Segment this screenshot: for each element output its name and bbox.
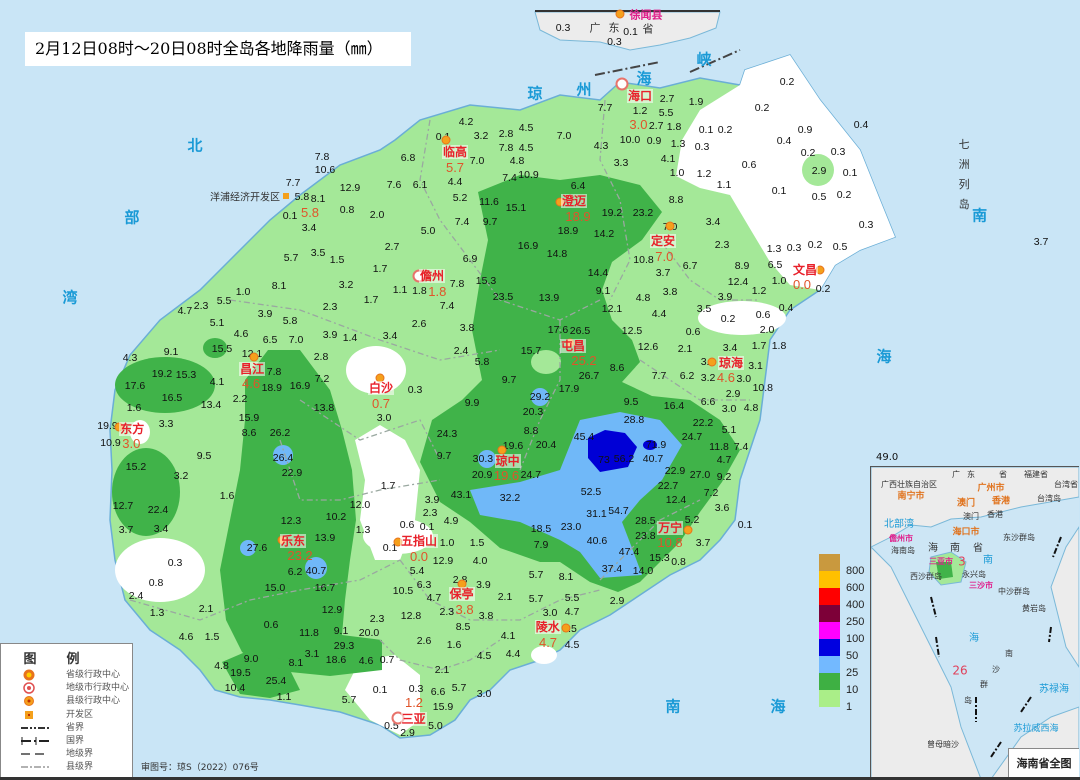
scale-label: 50: [846, 650, 859, 662]
scale-label: 10: [846, 684, 859, 696]
rain-area-light: [802, 154, 834, 186]
inset-city: 三亚市: [929, 557, 953, 566]
approval-number: 审图号：琼S（2022）076号: [141, 763, 259, 773]
map-title: 2月12日08时～20日08时全岛各地降雨量（㎜）: [25, 32, 411, 66]
scale-swatch: [819, 554, 840, 571]
inset-region: 岛: [964, 696, 972, 705]
inset-city: 澳门: [956, 498, 976, 509]
inset-value: 26: [952, 663, 968, 678]
scale-label: 100: [846, 633, 865, 645]
inset-region: 澳门: [963, 512, 979, 521]
inset-city: 广州市: [977, 483, 1005, 494]
inset-region: 省: [973, 542, 983, 554]
inset-sea: 苏拉威西海: [1013, 724, 1059, 734]
color-scale: 800 600 400 250 100 50 25 10 1: [819, 554, 864, 713]
legend-item: 国界: [1, 735, 134, 747]
inset-sea: 南: [983, 555, 993, 567]
inset-title: 海南省全图: [1008, 748, 1079, 779]
long-dash-line: [21, 748, 49, 760]
inset-city: 香港: [991, 496, 1011, 507]
inset-region: 海南岛: [891, 546, 915, 555]
inset-region: 南: [950, 542, 960, 554]
rain-50-100-areas: [588, 430, 657, 472]
legend-item: 地级界: [1, 748, 134, 760]
scale-swatch: [819, 571, 840, 588]
legend-item: 开发区: [1, 709, 134, 721]
legend-item: 县级行政中心: [1, 695, 134, 707]
inset-sea: 北部湾: [884, 519, 914, 530]
square-dot-icon: [21, 709, 49, 721]
inset-city: 南宁市: [897, 491, 925, 502]
inset-region: 福建省: [1024, 470, 1048, 479]
inset-region: 群: [980, 680, 988, 689]
legend-label: 县级界: [66, 762, 94, 773]
inset-region: 东: [967, 470, 975, 479]
scale-label: 25: [846, 667, 859, 679]
scale-swatch: [819, 622, 840, 639]
scale-label: 250: [846, 616, 865, 628]
scale-label: 1: [846, 701, 853, 713]
legend-label: 省界: [66, 722, 85, 733]
province-boundary: [594, 49, 741, 76]
scale-swatch: [819, 656, 840, 673]
dash-dot-dot-line: [21, 722, 49, 734]
inset-region: 台湾岛: [1037, 494, 1061, 503]
legend-item: 县级界: [1, 761, 134, 773]
scale-label: 400: [846, 599, 865, 611]
legend-label: 地级市行政中心: [66, 683, 130, 694]
scale-label: 800: [846, 565, 865, 577]
tick-dash-line: [21, 735, 49, 747]
bottom-border: [0, 777, 1080, 780]
scale-swatch: [819, 673, 840, 690]
inset-region: 曾母暗沙: [927, 740, 959, 749]
inset-sea: 海: [969, 633, 979, 644]
inset-region: 沙: [992, 665, 1000, 674]
legend-label: 省级行政中心: [66, 670, 121, 680]
legend: 图例 省级行政中心 地级市行政中心 县级行政中心 开发区省界国界地级界县级界: [0, 643, 133, 778]
station-value: 49.0: [876, 452, 899, 463]
scale-label: 600: [846, 582, 865, 594]
legend-item: 省级行政中心: [1, 669, 134, 681]
scale-swatch: [819, 588, 840, 605]
legend-item: 省界: [1, 722, 134, 734]
inset-city: 儋州市: [889, 534, 913, 543]
dot-circle-icon: [21, 695, 49, 707]
inset-value: 3: [958, 554, 966, 569]
inset-region: 广: [952, 470, 960, 479]
inset-region: 香港: [987, 510, 1003, 519]
rain-area-light: [531, 350, 561, 374]
inset-region: 东沙群岛: [1003, 533, 1035, 542]
county-boundaries: [129, 99, 760, 671]
inset-region: 西沙群岛: [910, 572, 942, 581]
inset-region: 省: [999, 470, 1007, 479]
legend-label: 开发区: [66, 709, 94, 720]
inset-region: 台湾省: [1054, 480, 1078, 489]
scale-swatch: [819, 690, 840, 707]
inset-region: 海: [928, 543, 938, 554]
inset-region: 黄岩岛: [1022, 604, 1046, 613]
scale-swatch: [819, 605, 840, 622]
inset-map: 广西壮族自治区 广 东 省 福建省 台湾省 台湾岛 香港 澳门 海南岛 海 南 …: [870, 466, 1079, 779]
guangdong-land: [534, 11, 721, 51]
legend-label: 地级界: [66, 749, 94, 760]
legend-item: 地级市行政中心: [1, 682, 134, 694]
scale-swatch: [819, 639, 840, 656]
inset-region: 永兴岛: [962, 569, 986, 579]
inset-sea: 苏禄海: [1039, 684, 1069, 695]
inset-city: 海口市: [952, 527, 980, 538]
legend-label: 国界: [66, 736, 85, 746]
inset-region: 广西壮族自治区: [881, 480, 937, 489]
double-circle-icon: [21, 682, 49, 694]
inset-region: 中沙群岛: [998, 587, 1030, 596]
legend-title: 图例: [23, 652, 110, 667]
inset-city: 三沙市: [969, 581, 993, 591]
no-rain-areas: [115, 55, 895, 735]
star-circle-icon: [21, 669, 49, 681]
inset-region: 南: [1005, 649, 1013, 658]
legend-label: 县级行政中心: [66, 696, 121, 707]
dash-dot-line: [21, 761, 49, 773]
